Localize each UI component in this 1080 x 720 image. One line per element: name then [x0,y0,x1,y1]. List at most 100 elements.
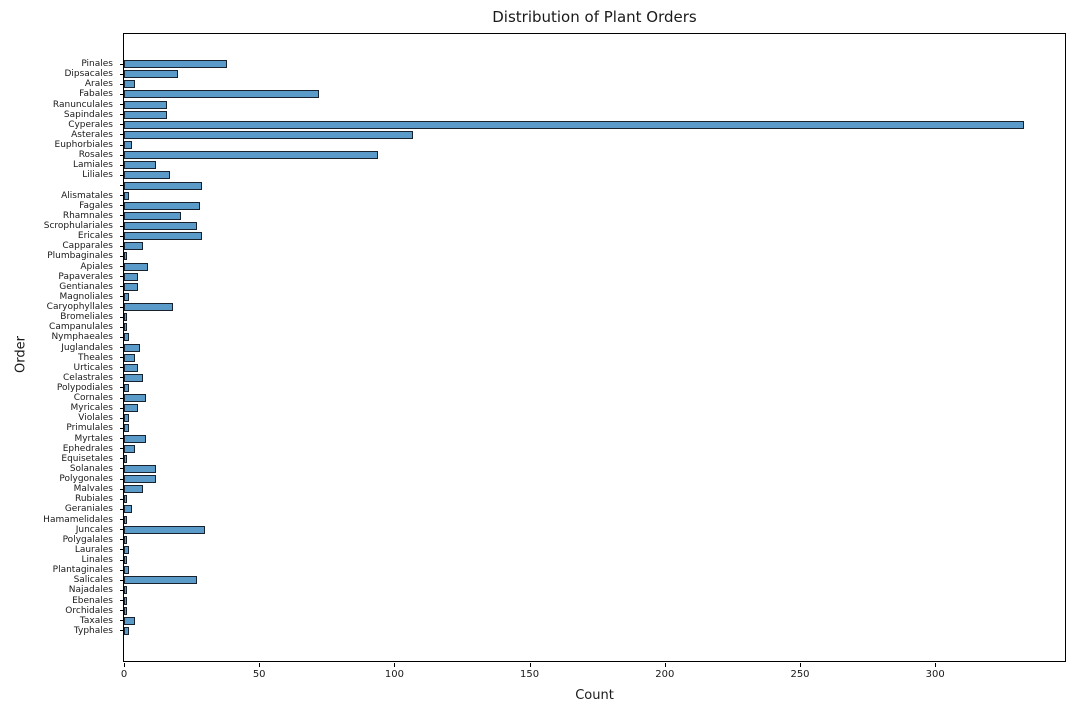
bar [124,282,138,291]
y-tick-label: Fabales [79,89,113,100]
bar [124,141,133,150]
y-tick-label: Ephedrales [62,443,113,454]
bar [124,130,414,139]
y-tick-label: Linales [81,555,113,566]
x-tick-label: 50 [252,669,266,680]
y-tick-label: Nymphaeales [51,332,113,343]
y-tick-label: Euphorbiales [54,140,113,151]
bar [124,303,173,311]
y-tick-label: Urticales [73,362,113,373]
bar [124,404,138,413]
bar [124,161,157,170]
y-tick-label: Polygalales [62,534,113,545]
bar [124,292,130,301]
y-tick-label: Plantaginales [52,565,113,576]
y-tick-mark [120,600,123,602]
y-tick-mark [120,164,123,166]
y-tick-label: Asterales [71,129,113,140]
bar [124,373,143,382]
bar [124,394,146,403]
bar [124,151,379,160]
x-tick-label: 200 [655,669,675,680]
y-tick-mark [120,458,123,460]
bar [124,100,168,109]
y-tick-label: Rosales [78,150,113,161]
y-tick-mark [120,205,123,207]
y-tick-mark [120,519,123,521]
y-tick-label: Juglandales [61,342,113,353]
y-tick-mark [120,559,123,561]
y-tick-label: Rubiales [74,494,113,505]
y-tick-label: Scrophulariales [43,221,113,232]
y-tick-label: Hamamelidales [43,514,113,525]
y-tick-label: Polypodiales [56,382,113,393]
bar [124,363,138,372]
y-tick-label: Dipsacales [64,69,113,80]
bar [124,566,130,575]
y-tick-label: Solanales [69,463,113,474]
y-tick-mark [120,610,123,612]
y-tick-mark [120,326,123,328]
y-tick-label: Laurales [74,544,113,555]
y-tick-mark [120,245,123,247]
y-tick-mark [120,539,123,541]
y-tick-mark [120,488,123,490]
y-tick-mark [120,347,123,348]
y-tick-mark [120,387,123,389]
y-tick-label: Liliales [82,170,113,181]
bar [124,333,130,342]
y-tick-label: Taxales [79,615,113,626]
x-tick-label: 100 [384,669,404,680]
y-tick-mark [120,174,123,176]
y-tick-mark [120,438,123,440]
x-tick-mark [259,663,261,667]
x-axis: 0 50 100 150 200 250 300 [120,663,1066,693]
y-tick-label: Cornales [73,393,113,404]
bar [124,252,127,261]
y-tick-mark [120,630,123,632]
y-tick-label: Najadales [68,585,113,596]
y-tick-label: Polygonales [59,474,113,485]
bar [124,616,135,625]
y-tick-mark [120,357,123,359]
bar [124,70,179,79]
bar [124,120,1025,129]
bar [124,525,206,534]
x-tick-mark [935,663,937,667]
y-tick-label: Ebenales [72,595,113,606]
y-tick-label: Capparales [62,241,113,252]
y-tick-mark [120,407,123,409]
x-tick-mark [394,663,396,667]
bar [124,211,181,220]
x-tick-mark [664,663,666,667]
bar [124,485,143,494]
bar [124,343,141,352]
y-tick-label: Papaverales [58,271,113,282]
y-tick-mark [120,215,123,217]
y-tick-label: Plumbaginales [47,251,113,262]
y-tick-mark [120,104,123,106]
bar [124,232,203,241]
y-tick-label: Equisetales [61,453,113,464]
y-tick-label: Apiales [80,261,113,272]
y-tick-mark [120,144,123,146]
bar [124,464,157,473]
y-tick-label: Lamiales [72,160,113,171]
y-tick-mark [120,377,123,379]
bar [124,434,146,443]
y-tick-mark [120,620,123,622]
y-tick-mark [120,93,123,95]
y-tick-label: Myricales [70,403,113,414]
x-tick-label: 0 [120,669,128,680]
y-tick-mark [120,367,123,369]
y-tick-label: Fagales [79,200,113,211]
chart-title: Distribution of Plant Orders [492,8,697,26]
y-tick-mark [120,255,123,257]
y-tick-mark [120,306,123,308]
y-tick-label: Ericales [77,231,113,242]
bar [124,110,168,119]
y-tick-label: Gentianales [59,281,113,292]
y-tick-mark [120,134,123,136]
y-tick-label: Rhamnales [62,210,113,221]
